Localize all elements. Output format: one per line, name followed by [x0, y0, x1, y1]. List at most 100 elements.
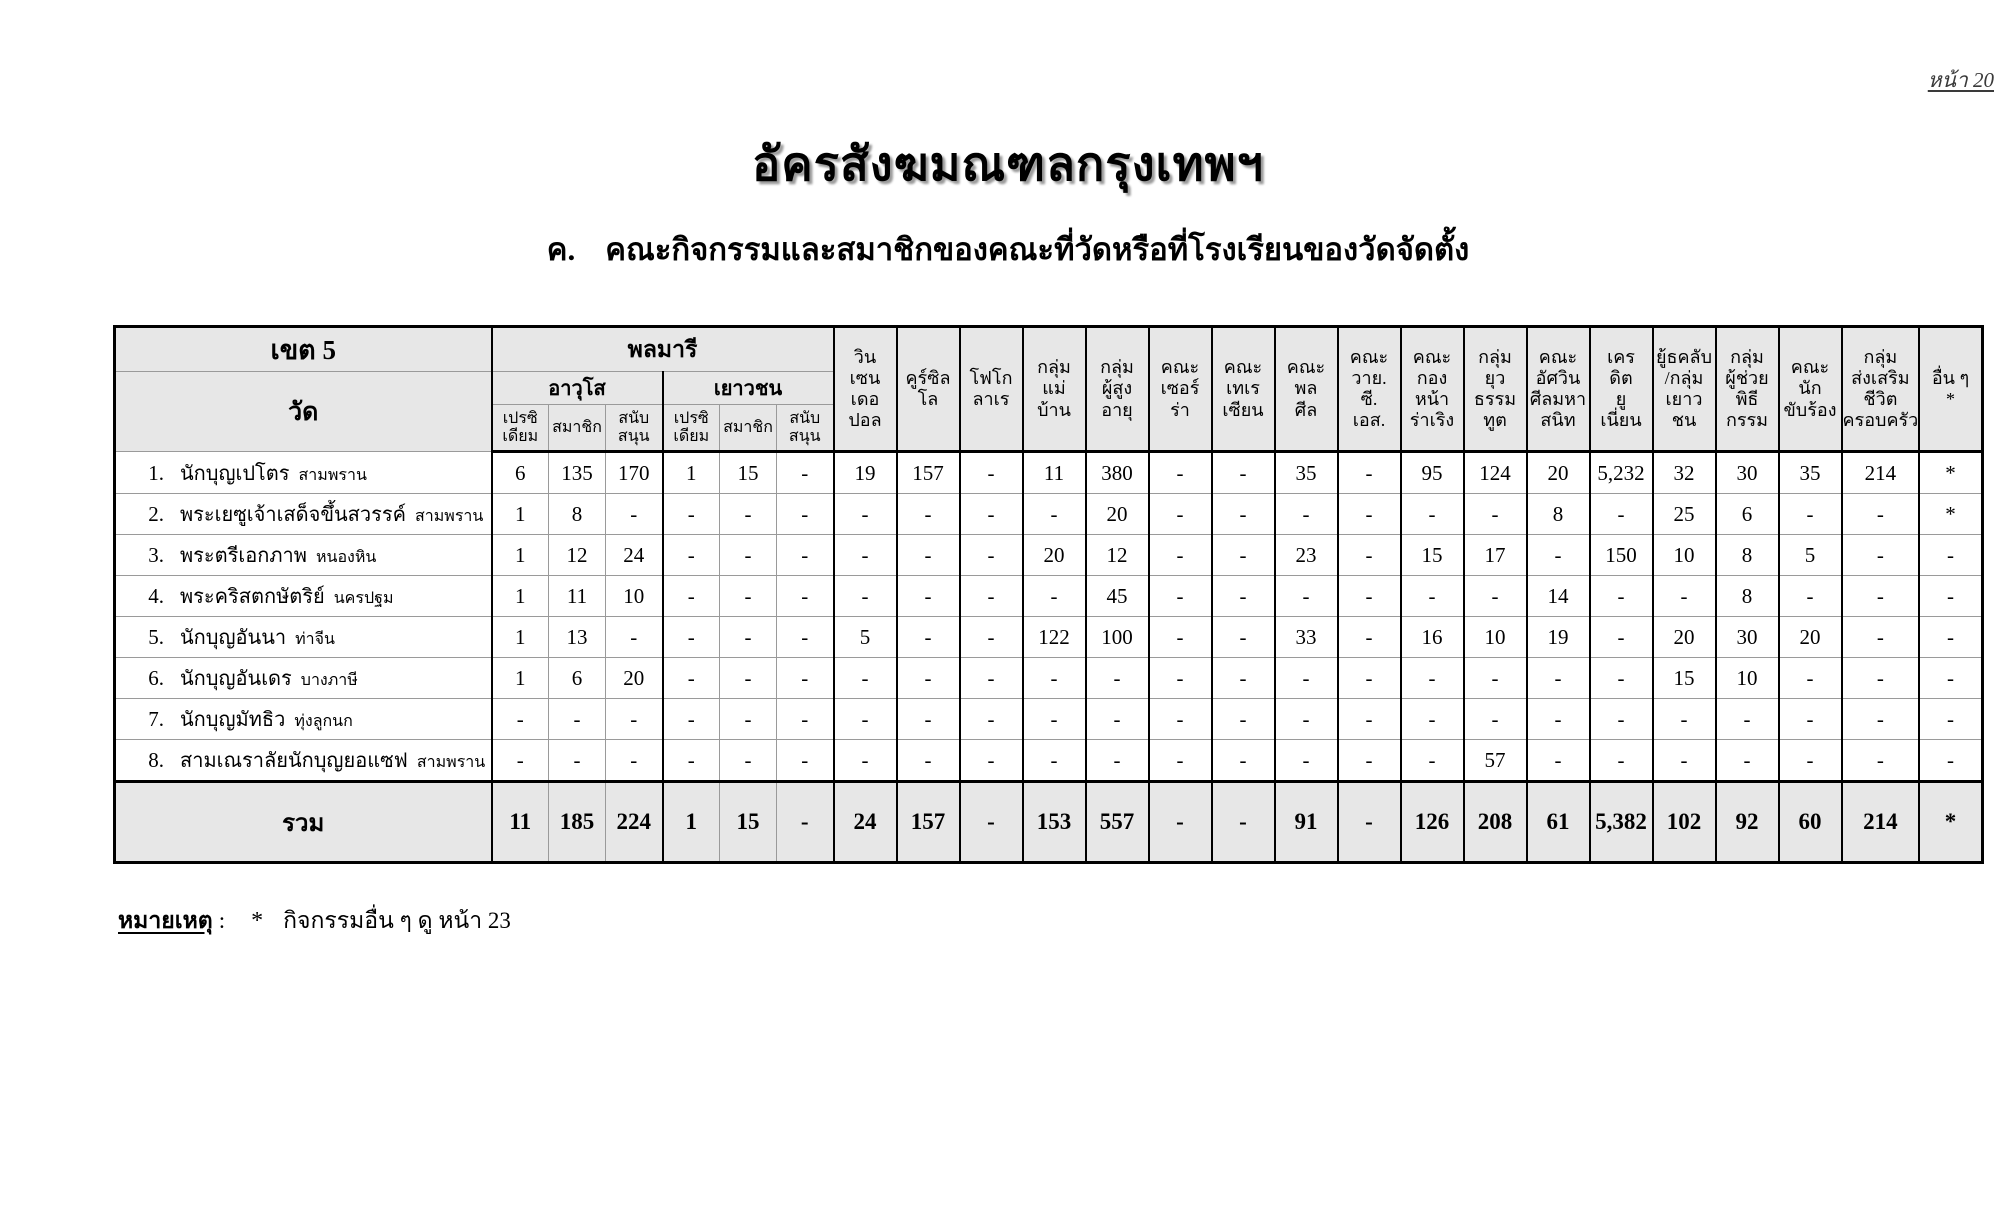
legion-sub-header: เปรซิ เดียม: [490, 404, 549, 453]
activity-column-header: คณะ อัศวิน ศีลมหา สนิท: [1525, 326, 1590, 453]
value-cell: -: [605, 698, 663, 740]
row-number: 6.: [148, 666, 164, 690]
legion-sub-header: สมาชิก: [548, 404, 606, 453]
total-value-cell: 5,382: [1588, 780, 1653, 863]
activity-column-header: คณะ เทเร เซียน: [1210, 326, 1275, 453]
value-cell: -: [1462, 698, 1527, 740]
value-cell: -: [719, 575, 777, 617]
legion-sub-header: สนับ สนุน: [776, 404, 834, 453]
total-value-cell: *: [1918, 780, 1983, 863]
value-cell: 6: [1714, 493, 1779, 535]
activity-column-header: กลุ่ม แม่ บ้าน: [1021, 326, 1086, 453]
total-value-cell: 126: [1399, 780, 1464, 863]
value-cell: -: [1525, 698, 1590, 740]
value-cell: *: [1918, 451, 1983, 494]
value-cell: 33: [1273, 616, 1338, 658]
value-cell: 19: [832, 451, 897, 494]
value-cell: 20: [1777, 616, 1842, 658]
value-cell: -: [958, 493, 1023, 535]
value-cell: 30: [1714, 451, 1779, 494]
value-cell: -: [1918, 698, 1983, 740]
value-cell: -: [832, 739, 897, 782]
total-value-cell: -: [1147, 780, 1212, 863]
value-cell: -: [895, 493, 960, 535]
value-cell: -: [1840, 493, 1920, 535]
value-cell: 380: [1084, 451, 1149, 494]
church-location: สามพราน: [416, 754, 486, 771]
row-number: 5.: [148, 625, 164, 649]
value-cell: -: [895, 616, 960, 658]
value-cell: -: [1147, 575, 1212, 617]
value-cell: -: [719, 534, 777, 576]
value-cell: -: [1918, 739, 1983, 782]
value-cell: -: [832, 698, 897, 740]
value-cell: -: [776, 534, 834, 576]
table-row: 7. นักบุญมัทธิว ทุ่งลูกนก - - - - - - - - - - - - - - - - -…: [114, 698, 1983, 740]
value-cell: 10: [1462, 616, 1527, 658]
value-cell: 6: [548, 657, 606, 699]
value-cell: -: [1399, 575, 1464, 617]
value-cell: -: [1147, 698, 1212, 740]
value-cell: *: [1918, 493, 1983, 535]
legion-group-header: พลมารี: [490, 326, 834, 372]
value-cell: -: [776, 739, 834, 782]
value-cell: -: [661, 739, 720, 782]
value-cell: -: [1336, 739, 1401, 782]
value-cell: -: [1840, 534, 1920, 576]
value-cell: -: [1588, 575, 1653, 617]
value-cell: -: [958, 575, 1023, 617]
value-cell: -: [548, 698, 606, 740]
age-group-header: เยาวชน: [661, 371, 834, 405]
value-cell: -: [1210, 534, 1275, 576]
document-title: อัครสังฆมณฑลกรุงเทพฯ: [752, 139, 1264, 191]
header-row-leaf: เปรซิ เดียม สมาชิก สนับ สนุน เปรซิ เดียม สมา…: [115, 404, 1983, 453]
value-cell: 122: [1021, 616, 1086, 658]
total-value-cell: 153: [1021, 780, 1086, 863]
row-number: 3.: [148, 543, 164, 567]
church-name: นักบุญมัทธิว: [180, 709, 286, 731]
value-cell: -: [605, 493, 663, 535]
value-cell: -: [490, 698, 549, 740]
value-cell: 19: [1525, 616, 1590, 658]
value-cell: -: [661, 698, 720, 740]
value-cell: 35: [1273, 451, 1338, 494]
activity-column-header: เคร ดิต ยู เนี่ยน: [1588, 326, 1653, 453]
value-cell: 17: [1462, 534, 1527, 576]
value-cell: 35: [1777, 451, 1842, 494]
page-number: หน้า 20: [1927, 68, 1994, 92]
church-name: สามเณราลัยนักบุญยอแซฟ: [180, 750, 408, 772]
total-value-cell: 60: [1777, 780, 1842, 863]
value-cell: 170: [605, 451, 663, 494]
value-cell: 20: [1651, 616, 1716, 658]
value-cell: 15: [719, 451, 777, 494]
value-cell: 214: [1840, 451, 1920, 494]
value-cell: -: [1336, 575, 1401, 617]
total-value-cell: 11: [490, 780, 549, 863]
table-row: 3. พระตรีเอกภาพ หนองหิน 1 12 24- - - - - -20 12- -23…: [114, 534, 1983, 576]
value-cell: -: [1210, 451, 1275, 494]
value-cell: 11: [1021, 451, 1086, 494]
value-cell: 20: [605, 657, 663, 699]
value-cell: -: [1273, 698, 1338, 740]
total-value-cell: -: [1336, 780, 1401, 863]
value-cell: -: [958, 616, 1023, 658]
value-cell: -: [1588, 493, 1653, 535]
value-cell: -: [1336, 451, 1401, 494]
church-location: นครปฐม: [333, 590, 394, 607]
value-cell: -: [895, 739, 960, 782]
value-cell: 150: [1588, 534, 1653, 576]
church-name-cell: 2. พระเยซูเจ้าเสด็จขึ้นสวรรค์ สามพราน: [114, 493, 492, 535]
value-cell: -: [832, 575, 897, 617]
activity-column-header: คณะ กอง หน้า ร่าเริง: [1399, 326, 1464, 453]
value-cell: 13: [548, 616, 606, 658]
activity-column-header: วิน เซน เดอ ปอล: [832, 326, 897, 453]
value-cell: -: [1462, 493, 1527, 535]
value-cell: -: [1840, 657, 1920, 699]
church-name-cell: 8. สามเณราลัยนักบุญยอแซฟ สามพราน: [114, 739, 492, 782]
value-cell: 16: [1399, 616, 1464, 658]
row-number: 4.: [148, 584, 164, 608]
value-cell: 1: [490, 657, 549, 699]
value-cell: -: [1651, 739, 1716, 782]
footnote-colon: :: [218, 908, 226, 933]
value-cell: -: [1210, 616, 1275, 658]
